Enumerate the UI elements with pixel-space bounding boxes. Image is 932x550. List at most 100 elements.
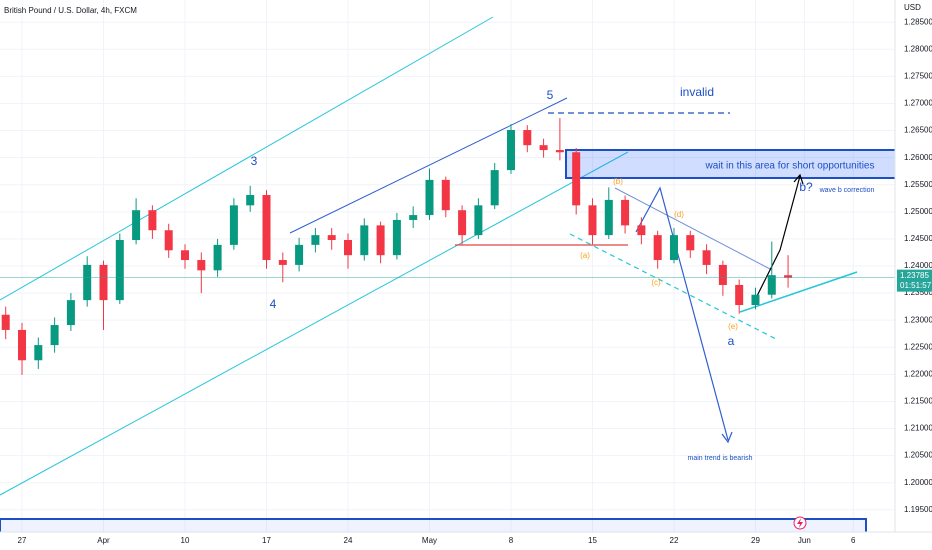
candle-body	[621, 199, 630, 226]
candle-body	[523, 130, 532, 146]
wedge-upper	[614, 187, 773, 271]
candle-body	[262, 195, 271, 261]
y-tick-label: 1.23500	[904, 288, 932, 297]
triangle-line	[739, 271, 858, 313]
candle-body	[213, 244, 222, 271]
y-tick-label: 1.22500	[904, 342, 932, 351]
x-tick-label: 15	[588, 536, 597, 545]
wave-label: (a)	[580, 251, 590, 260]
candle-body	[197, 260, 206, 271]
currency: USD	[904, 3, 921, 12]
y-tick-label: 1.22000	[904, 369, 932, 378]
candle-body	[441, 179, 450, 211]
x-tick-label: 6	[851, 536, 856, 545]
candle-body	[425, 179, 434, 216]
candle-body	[83, 264, 92, 301]
candle-body	[490, 170, 499, 206]
x-tick-label: Jun	[798, 536, 811, 545]
y-tick-label: 1.26000	[904, 153, 932, 162]
y-tick-label: 1.21500	[904, 397, 932, 406]
candle-body	[132, 210, 141, 240]
candle-body	[164, 230, 173, 251]
note: main trend is bearish	[688, 455, 753, 462]
candle-body	[1, 314, 10, 330]
candle-body	[180, 250, 189, 261]
y-tick-label: 1.28000	[904, 44, 932, 53]
candle-body	[246, 195, 255, 206]
trend-line	[289, 97, 568, 234]
drawings	[0, 16, 919, 496]
wave-label: 4	[270, 297, 277, 311]
x-tick-label: 17	[262, 536, 271, 545]
price-label-box	[897, 269, 932, 292]
channel-lower	[0, 151, 629, 496]
note: wait in this area for short opportunitie…	[705, 161, 875, 172]
y-tick-label: 1.24000	[904, 261, 932, 270]
candle-body	[295, 244, 304, 265]
y-tick-label: 1.21000	[904, 424, 932, 433]
arrow-head	[793, 173, 804, 185]
projection	[635, 186, 729, 441]
wave-label: (b)	[613, 177, 623, 186]
y-tick-label: 1.20500	[904, 451, 932, 460]
bottom-box	[0, 518, 867, 534]
candle-body	[474, 205, 483, 236]
grid	[0, 0, 895, 532]
y-tick-label: 1.20000	[904, 478, 932, 487]
y-tick-label: 1.24500	[904, 234, 932, 243]
candle-body	[392, 219, 401, 256]
y-tick-label: 1.26500	[904, 126, 932, 135]
candle-body	[311, 235, 320, 245]
candle-body	[278, 260, 287, 265]
channel-upper	[0, 16, 494, 301]
wave-label: (e)	[728, 322, 738, 331]
y-tick-label: 1.25500	[904, 180, 932, 189]
x-tick-label: 22	[670, 536, 679, 545]
candle-body	[539, 145, 548, 151]
candle-body	[669, 235, 678, 261]
x-tick-label: 27	[18, 536, 27, 545]
candle-body	[653, 235, 662, 261]
y-tick-label: 1.19500	[904, 505, 932, 514]
candle-body	[327, 235, 336, 240]
note: invalid	[680, 85, 714, 99]
y-tick-label: 1.27000	[904, 99, 932, 108]
wave-label: 5	[547, 88, 554, 102]
x-tick-label: 8	[509, 536, 514, 545]
candle-body	[604, 199, 613, 236]
time-axis	[0, 532, 932, 550]
wave-label: 3	[251, 154, 258, 168]
candle-body	[458, 210, 467, 236]
candle-body	[555, 150, 564, 153]
countdown: 01:51:57	[900, 281, 932, 290]
candle-body	[115, 239, 124, 301]
price-label: 1.23785	[900, 271, 929, 280]
arrow-head	[721, 431, 733, 444]
candle-body	[18, 329, 27, 361]
candle-body	[751, 294, 760, 306]
candle-body	[702, 250, 711, 265]
wave-label: (c)	[651, 278, 661, 287]
candle-body	[735, 284, 744, 306]
candle-body	[376, 225, 385, 256]
x-tick-label: 24	[344, 536, 353, 545]
y-tick-label: 1.25000	[904, 207, 932, 216]
x-tick-label: May	[422, 536, 437, 545]
note: wave b correction	[819, 187, 875, 194]
candles	[1, 118, 793, 375]
candle-body	[99, 264, 108, 301]
candle-body	[343, 239, 352, 256]
candle-body	[637, 225, 646, 236]
candle-body	[34, 345, 43, 361]
event-icon-bolt	[797, 518, 803, 528]
wave-label: b?	[799, 180, 813, 194]
candle-body	[572, 152, 581, 206]
candle-body	[360, 225, 369, 256]
candle-body	[50, 325, 59, 346]
x-tick-label: Apr	[97, 536, 110, 545]
x-tick-label: 29	[751, 536, 760, 545]
candle-body	[686, 235, 695, 251]
candle-body	[409, 215, 418, 220]
candle-body	[229, 205, 238, 245]
